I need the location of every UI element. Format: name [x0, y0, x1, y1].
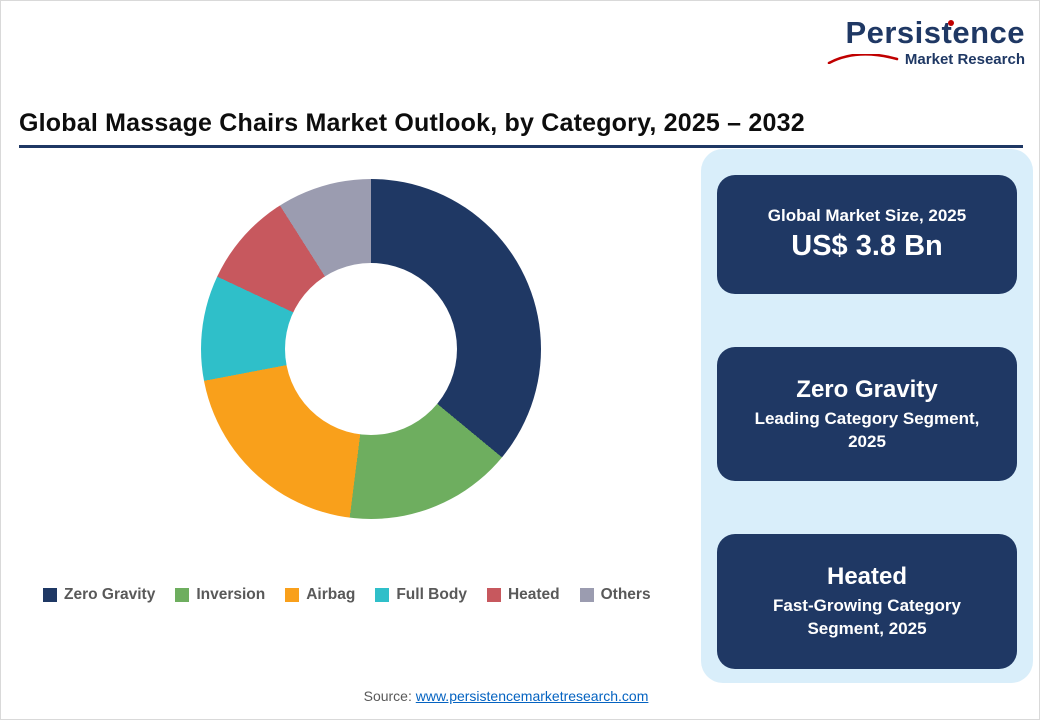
- legend-item: Zero Gravity: [43, 586, 155, 604]
- legend-label: Others: [600, 586, 651, 603]
- fast-growing-category-name: Heated: [826, 563, 908, 591]
- legend-label: Inversion: [196, 586, 266, 603]
- market-size-label: Global Market Size, 2025: [767, 205, 967, 225]
- legend-swatch-icon: [579, 588, 594, 602]
- logo-swoosh-icon: [827, 54, 899, 65]
- legend-label: Airbag: [306, 586, 356, 603]
- legend-swatch-icon: [43, 588, 57, 602]
- legend-label: Zero Gravity: [64, 586, 156, 603]
- footer: Source: www.persistencemarketresearch.co…: [1, 688, 1011, 704]
- title-underline: [19, 145, 1023, 148]
- page-title: Global Massage Chairs Market Outlook, by…: [19, 109, 805, 137]
- logo-subtext: Market Research: [904, 50, 1025, 68]
- leading-category-name: Zero Gravity: [796, 375, 938, 403]
- fast-growing-category-label: Fast-Growing Category Segment, 2025: [773, 596, 961, 639]
- legend-item: Heated: [486, 586, 560, 604]
- donut-chart: [201, 179, 541, 519]
- legend-swatch-icon: [486, 588, 501, 602]
- market-size-value: US$ 3.8 Bn: [791, 229, 943, 262]
- fast-growing-category-card: Heated Fast-Growing Category Segment, 20…: [717, 534, 1017, 669]
- legend-item: Others: [579, 586, 651, 604]
- legend: Zero Gravity Inversion Airbag Full Body Heat…: [43, 586, 703, 604]
- logo-wordmark: Persistence: [845, 15, 1025, 50]
- logo-red-dot-icon: [948, 20, 955, 26]
- chart-area: [1, 161, 701, 621]
- market-size-card: Global Market Size, 2025 US$ 3.8 Bn: [717, 175, 1017, 294]
- legend-swatch-icon: [375, 588, 390, 602]
- leading-category-label: Leading Category Segment, 2025: [754, 408, 980, 451]
- legend-swatch-icon: [175, 588, 190, 602]
- legend-label: Heated: [507, 586, 560, 603]
- legend-label: Full Body: [396, 586, 467, 603]
- legend-item: Full Body: [375, 586, 467, 604]
- legend-swatch-icon: [285, 588, 300, 602]
- source-label: Source:: [363, 688, 412, 704]
- source-link[interactable]: www.persistencemarketresearch.com: [415, 688, 649, 704]
- legend-item: Airbag: [285, 586, 355, 604]
- legend-item: Inversion: [175, 586, 265, 604]
- donut-hole: [285, 263, 457, 435]
- leading-category-card: Zero Gravity Leading Category Segment, 2…: [717, 346, 1017, 482]
- brand-logo: Persistence Market Research: [785, 15, 1025, 68]
- side-panel: Global Market Size, 2025 US$ 3.8 Bn Zero…: [701, 149, 1033, 683]
- logo-text: Persistence: [845, 15, 1025, 50]
